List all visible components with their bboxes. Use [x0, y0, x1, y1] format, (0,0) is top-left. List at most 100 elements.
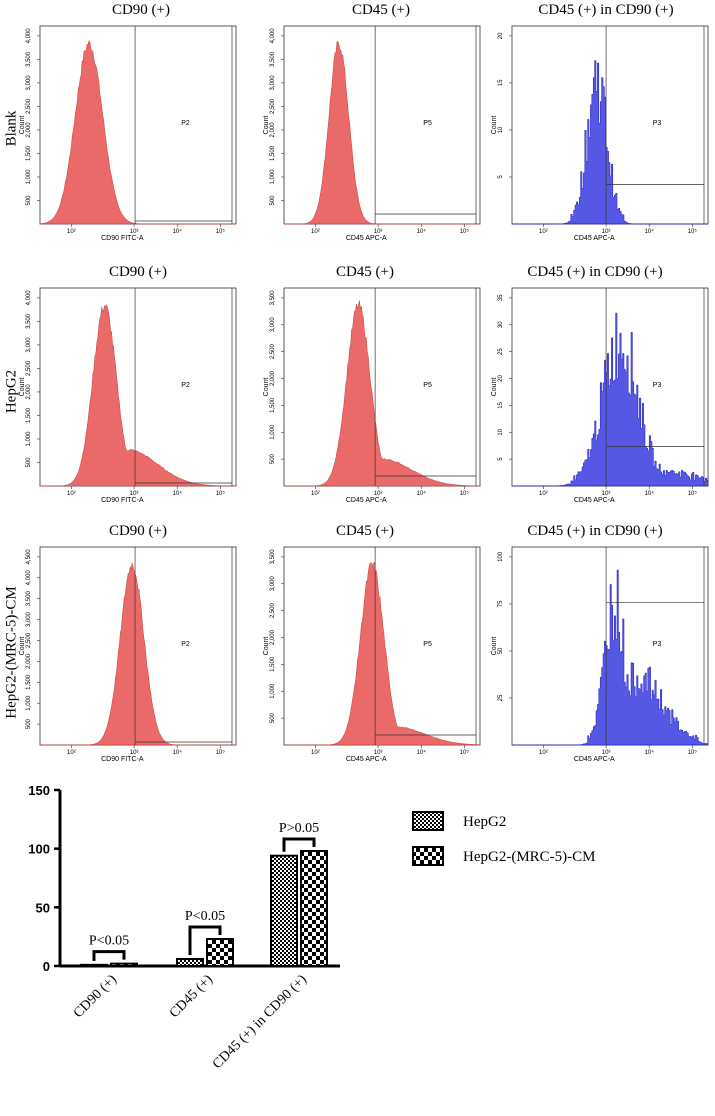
- y-tick-label: 1,000: [270, 424, 276, 440]
- x-tick-label: 10⁵: [688, 490, 698, 497]
- x-tick-label: 10²: [67, 750, 76, 756]
- bar-chart-y-ticks: 0 50 100 150: [28, 783, 60, 974]
- y-tick-label: 4,000: [26, 28, 32, 44]
- x-axis-label: CD45 APC-A: [346, 497, 387, 504]
- histogram-r2c1: 500 1,000 1,500 2,000 2,500 3,000 3,500 Count 10…: [262, 543, 482, 763]
- y-tick-label: 2,500: [26, 360, 32, 376]
- x-tick-label: 10⁴: [417, 490, 427, 497]
- y-tick-label: 2,000: [270, 629, 276, 645]
- histogram-distribution: [512, 312, 709, 487]
- y-tick-label: 2,000: [270, 370, 276, 386]
- x-axis-label: CD45 APC-A: [574, 497, 615, 504]
- significance-label: P<0.05: [185, 909, 225, 924]
- x-tick-label: 10⁴: [417, 749, 427, 756]
- x-tick-label: 10²: [67, 229, 76, 235]
- y-tick-label: 2,000: [270, 122, 276, 138]
- y-axis-label: Count: [19, 116, 26, 135]
- y-tick-label: 100: [498, 551, 504, 562]
- x-tick-label: 10³: [602, 491, 611, 497]
- histogram-svg: 25 50 75 100 Count 10² 10³ 10⁴ 10⁵ CD45 APC-A P3: [491, 546, 709, 763]
- x-tick-label: 10⁵: [460, 749, 470, 756]
- bar-hepg2-0: [80, 963, 108, 968]
- histogram-r1c1: 500 1,000 1,500 2,000 2,500 3,000 3,500 Count 10…: [262, 284, 482, 504]
- y-axis-label: Count: [19, 378, 26, 397]
- y-axis-label: Count: [491, 116, 498, 135]
- significance-label: P<0.05: [89, 934, 129, 949]
- panel-title-r2c0: CD90 (+): [108, 523, 168, 539]
- x-tick-label: 10²: [311, 750, 320, 756]
- panel-title-r0c0: CD90 (+): [111, 2, 171, 18]
- histogram-r2c2: 25 50 75 100 Count 10² 10³ 10⁴ 10⁵ CD45 APC-A P3: [490, 543, 710, 763]
- y-tick-label: 2,000: [26, 384, 32, 400]
- legend-swatch: [412, 811, 444, 831]
- gate-label: P3: [653, 382, 662, 389]
- y-tick-label: 2,500: [26, 632, 32, 648]
- y-tick-label: 5: [498, 457, 504, 461]
- y-tick-label: 1,000: [26, 695, 32, 711]
- y-tick-label: 1,500: [26, 145, 32, 161]
- panel-title-r2c2: CD45 (+) in CD90 (+): [527, 523, 663, 539]
- histogram-distribution: [40, 562, 236, 746]
- y-tick-label: 35: [498, 294, 504, 301]
- y-tick-label: 3,500: [270, 549, 276, 565]
- x-tick-label: 10²: [539, 491, 548, 497]
- x-tick-label: 10²: [67, 491, 76, 497]
- y-tick-label: 3,500: [26, 51, 32, 67]
- y-tick-label: 3,000: [270, 317, 276, 333]
- histogram-svg: 5 10 15 20 25 30 35 Count 10² 10³ 10⁴ 10⁵ CD45 APC-A…: [491, 287, 709, 504]
- y-tick-label: 1,500: [270, 397, 276, 413]
- histogram-svg: 500 1,000 1,500 2,000 2,500 3,000 3,500 4,000 Co…: [19, 25, 237, 242]
- x-tick-label: 10⁴: [173, 490, 183, 497]
- y-tick-label: 4,500: [26, 549, 32, 565]
- plot-frame: [283, 25, 481, 225]
- x-tick-label: 10³: [374, 750, 383, 756]
- category-label: CD90 (+): [71, 972, 120, 1021]
- x-tick-label: 10²: [539, 229, 548, 235]
- y-tick-label: 3,000: [270, 75, 276, 91]
- y-tick-label: 3,500: [270, 290, 276, 306]
- y-tick-label: 3,500: [270, 51, 276, 67]
- gate-label: P2: [181, 382, 190, 389]
- y-tick-label: 3,000: [270, 576, 276, 592]
- y-tick-label: 50: [498, 647, 504, 654]
- x-tick-label: 10⁴: [645, 490, 655, 497]
- y-tick-label: 1,000: [270, 683, 276, 699]
- y-tick-label: 0: [43, 959, 50, 974]
- y-axis-label: Count: [263, 378, 270, 397]
- panel-title-r0c1: CD45 (+): [351, 2, 411, 18]
- y-tick-label: 4,000: [26, 570, 32, 586]
- y-tick-label: 3,000: [26, 337, 32, 353]
- y-axis-label: Count: [491, 637, 498, 656]
- x-tick-label: 10²: [311, 491, 320, 497]
- y-tick-label: 500: [270, 712, 276, 723]
- x-axis-label: CD90 FITC-A: [101, 497, 144, 504]
- y-tick-label: 15: [498, 401, 504, 408]
- x-tick-label: 10⁵: [688, 749, 698, 756]
- y-axis-label: Count: [263, 116, 270, 135]
- category-label: CD45 (+): [167, 972, 216, 1021]
- gate-label: P2: [181, 641, 190, 648]
- x-axis-label: CD45 APC-A: [574, 235, 615, 242]
- x-axis-label: CD45 APC-A: [346, 235, 387, 242]
- x-tick-label: 10⁴: [417, 228, 427, 235]
- panel-title-r0c2: CD45 (+) in CD90 (+): [538, 2, 674, 18]
- y-tick-label: 150: [28, 783, 50, 798]
- x-axis-label: CD90 FITC-A: [101, 756, 144, 763]
- x-tick-label: 10⁵: [216, 490, 226, 497]
- x-tick-label: 10⁵: [216, 228, 226, 235]
- x-tick-label: 10⁵: [688, 228, 698, 235]
- y-tick-label: 2,500: [270, 98, 276, 114]
- y-tick-label: 5: [498, 175, 504, 179]
- bar-chart: 0 50 100 150 P<0.05 P<0.05 P>0.05 CD90 (+) CD4…: [28, 783, 595, 1072]
- histogram-svg: 5 10 15 20 Count 10² 10³ 10⁴ 10⁵ CD45 APC-A P3: [491, 25, 709, 242]
- x-tick-label: 10³: [374, 229, 383, 235]
- histogram-svg: 500 1,000 1,500 2,000 2,500 3,000 3,500 4,000 4,…: [19, 546, 237, 763]
- histogram-r1c2: 5 10 15 20 25 30 35 Count 10² 10³ 10⁴ 10⁵ CD45 APC-A…: [490, 284, 710, 504]
- x-tick-label: 10²: [311, 229, 320, 235]
- y-tick-label: 1,000: [270, 169, 276, 185]
- panel-title-r1c0: CD90 (+): [108, 264, 168, 280]
- y-tick-label: 4,000: [270, 28, 276, 44]
- y-tick-label: 50: [36, 900, 50, 915]
- x-tick-label: 10²: [539, 750, 548, 756]
- y-tick-label: 1,000: [26, 169, 32, 185]
